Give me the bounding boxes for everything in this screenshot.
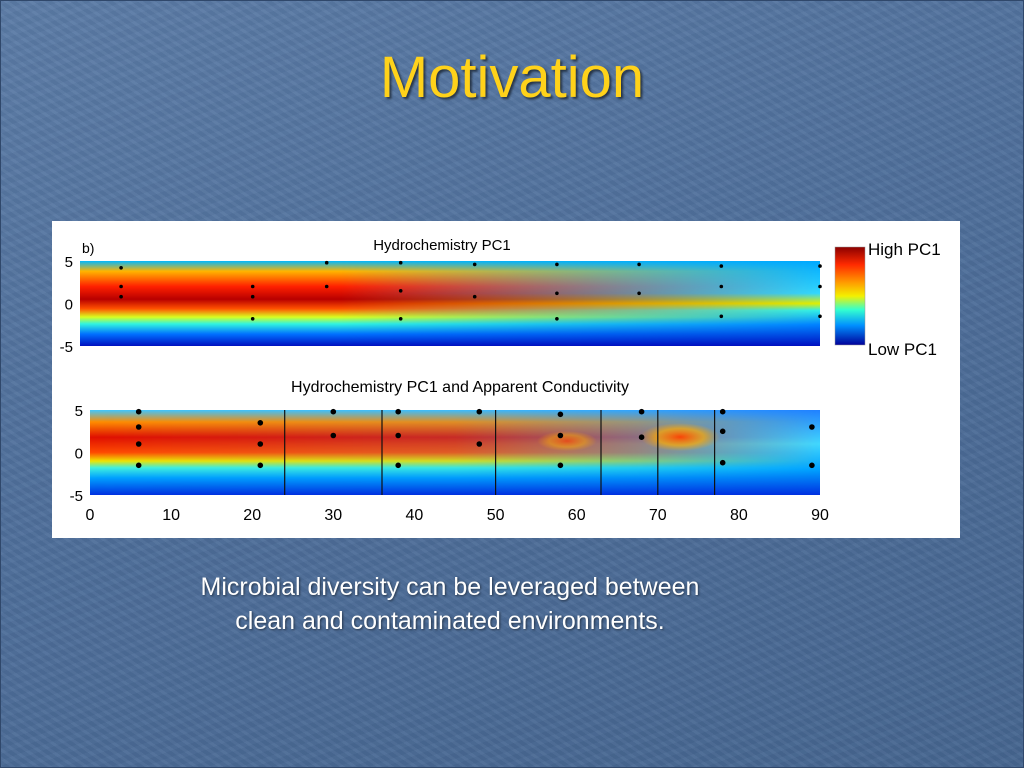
heatmap-2-field [90, 410, 820, 495]
heatmap-1-y-tick-0: 5 [65, 254, 73, 271]
heatmap-2-point-8 [330, 432, 337, 439]
heatmap-1-y-axis: 5 0 -5 [60, 254, 73, 356]
heatmap-1-point-6 [324, 260, 329, 265]
heatmap-1-point-17 [637, 291, 641, 296]
heatmap-2-point-9 [395, 408, 402, 415]
heatmap-2-point-13 [476, 441, 483, 447]
heatmap-2-y-axis: 5 0 -5 [70, 403, 83, 505]
figure-panel: b) Hydrochemistry PC1 5 0 -5 High PC1 Low … [52, 221, 960, 538]
heatmap-2-point-11 [395, 462, 402, 469]
heatmap-2-title: Hydrochemistry PC1 and Apparent Conducti… [291, 379, 629, 396]
caption-line-2: clean and contaminated environments. [235, 607, 665, 635]
heatmap-2-point-3 [135, 462, 142, 469]
heatmap-1-point-7 [324, 284, 329, 289]
panel-label: b) [82, 240, 94, 256]
heatmap-2-y-tick-1: 0 [75, 446, 83, 463]
heatmap-2-point-0 [135, 408, 142, 415]
heatmap-1-point-14 [555, 291, 559, 296]
heatmap-1-point-3 [250, 284, 255, 289]
x-tick-9: 90 [811, 507, 829, 524]
heatmap-1-point-15 [555, 317, 559, 321]
heatmap-1-point-4 [250, 294, 255, 299]
x-tick-5: 50 [487, 507, 505, 524]
slide-caption: Microbial diversity can be leveraged bet… [0, 570, 900, 638]
heatmap-2-conductivity-lines [284, 410, 716, 495]
heatmap-1-point-20 [719, 314, 724, 319]
heatmap-2-point-18 [638, 434, 645, 440]
heatmap-1-point-19 [719, 284, 724, 289]
heatmap-1-point-11 [472, 262, 477, 267]
heatmap-1-y-tick-1: 0 [65, 297, 73, 314]
heatmap-1-point-9 [398, 289, 403, 293]
heatmap-2-point-22 [809, 424, 815, 430]
heatmap-1-point-16 [637, 262, 641, 267]
heatmap-2-point-14 [557, 411, 564, 418]
x-tick-8: 80 [730, 507, 748, 524]
heatmap-2-y-tick-0: 5 [75, 403, 83, 420]
heatmap-2-x-axis: 0 10 20 30 40 50 60 70 80 90 [86, 507, 829, 524]
heatmap-1-point-0 [119, 266, 123, 270]
heatmap-2-point-2 [135, 441, 142, 447]
heatmap-1-point-21 [818, 264, 822, 268]
heatmap-2-point-21 [719, 459, 726, 466]
heatmap-figure: b) Hydrochemistry PC1 50-5 High PC1 Low … [60, 237, 941, 524]
heatmap-2-point-5 [257, 441, 264, 447]
heatmap-1-point-8 [398, 260, 403, 265]
heatmap-2-point-12 [476, 408, 483, 415]
colorbar [834, 246, 866, 346]
heatmap-2-point-17 [638, 408, 645, 415]
x-tick-6: 60 [568, 507, 586, 524]
heatmap-2-point-15 [557, 432, 564, 439]
heatmap-1-point-18 [719, 264, 724, 268]
heatmap-1-point-13 [555, 262, 559, 267]
caption-line-1: Microbial diversity can be leveraged bet… [200, 573, 700, 601]
heatmap-2-sample-points [135, 408, 815, 469]
heatmap-1-point-2 [119, 294, 123, 299]
x-tick-1: 10 [162, 507, 180, 524]
x-tick-2: 20 [243, 507, 261, 524]
heatmap-1-title: Hydrochemistry PC1 [373, 237, 511, 254]
heatmap-1-point-5 [250, 317, 255, 321]
heatmap-2-point-23 [809, 462, 815, 469]
heatmap-1-point-12 [472, 294, 477, 299]
heatmap-1-point-23 [818, 314, 822, 319]
heatmap-1-point-10 [398, 317, 403, 321]
heatmap-2-point-20 [719, 428, 726, 435]
heatmap-2-point-10 [395, 432, 402, 439]
heatmap-1-point-22 [818, 284, 822, 289]
colorbar-high-label: High PC1 [868, 240, 941, 259]
slide-title: Motivation [379, 45, 645, 110]
heatmap-2-y-tick-2: -5 [70, 488, 83, 505]
heatmap-2-point-6 [257, 462, 264, 469]
heatmap-2-point-4 [257, 420, 264, 426]
x-tick-3: 30 [324, 507, 342, 524]
heatmap-2-point-7 [330, 408, 337, 415]
heatmap-1-y-tick-2: -5 [60, 339, 73, 356]
x-tick-7: 70 [649, 507, 667, 524]
colorbar-low-label: Low PC1 [868, 340, 937, 359]
heatmap-2-point-19 [719, 408, 726, 415]
heatmap-2-point-1 [135, 424, 142, 430]
heatmap-1-point-1 [119, 284, 123, 289]
heatmap-2-point-16 [557, 462, 564, 469]
x-tick-4: 40 [406, 507, 424, 524]
heatmap-1-sample-points [119, 260, 822, 321]
x-tick-0: 0 [86, 507, 95, 524]
heatmap-1-field [80, 261, 820, 346]
